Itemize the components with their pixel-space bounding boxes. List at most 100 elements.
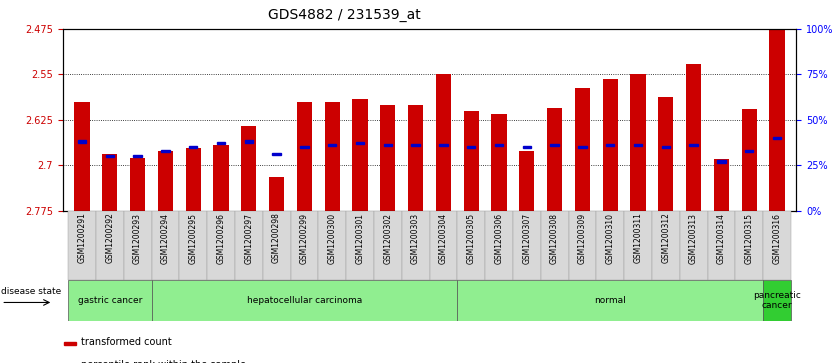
Bar: [356, 142, 364, 144]
Bar: [328, 144, 336, 146]
Text: GSM1200299: GSM1200299: [300, 213, 309, 264]
Bar: [64, 342, 76, 345]
Bar: [714, 159, 729, 211]
Bar: [686, 64, 701, 211]
Bar: [290, 211, 319, 280]
Text: GSM1200292: GSM1200292: [105, 213, 114, 264]
Bar: [491, 114, 507, 211]
Bar: [297, 102, 312, 211]
Bar: [346, 211, 374, 280]
Bar: [319, 211, 346, 280]
Text: pancreatic
cancer: pancreatic cancer: [753, 291, 801, 310]
Bar: [624, 211, 652, 280]
Bar: [235, 211, 263, 280]
Bar: [207, 211, 235, 280]
Bar: [158, 151, 173, 211]
Text: GSM1200308: GSM1200308: [550, 213, 559, 264]
Bar: [384, 144, 392, 146]
Bar: [430, 211, 457, 280]
Bar: [411, 144, 420, 146]
Text: GSM1200298: GSM1200298: [272, 213, 281, 264]
Bar: [495, 144, 503, 146]
Text: GSM1200294: GSM1200294: [161, 213, 170, 264]
Text: GSM1200314: GSM1200314: [717, 213, 726, 264]
Bar: [263, 211, 290, 280]
Bar: [300, 146, 309, 148]
Text: GSM1200316: GSM1200316: [772, 213, 781, 264]
Text: GSM1200315: GSM1200315: [745, 213, 754, 264]
Bar: [550, 144, 559, 146]
Bar: [189, 146, 198, 148]
Bar: [763, 211, 791, 280]
Bar: [106, 155, 114, 157]
Bar: [185, 148, 201, 211]
Bar: [402, 211, 430, 280]
Text: GSM1200297: GSM1200297: [244, 213, 254, 264]
Text: GSM1200310: GSM1200310: [605, 213, 615, 264]
Bar: [652, 211, 680, 280]
Bar: [661, 146, 670, 148]
Bar: [273, 153, 281, 155]
Bar: [374, 211, 402, 280]
Text: gastric cancer: gastric cancer: [78, 296, 142, 305]
Bar: [745, 150, 753, 152]
Text: disease state: disease state: [1, 287, 62, 296]
Bar: [763, 280, 791, 321]
Bar: [634, 144, 642, 146]
Bar: [578, 146, 586, 148]
Text: GSM1200307: GSM1200307: [522, 213, 531, 264]
Bar: [540, 211, 569, 280]
Bar: [244, 140, 253, 143]
Bar: [680, 211, 707, 280]
Bar: [457, 280, 763, 321]
Bar: [217, 142, 225, 144]
Bar: [596, 211, 624, 280]
Bar: [123, 211, 152, 280]
Bar: [133, 155, 142, 157]
Text: GSM1200305: GSM1200305: [467, 213, 475, 264]
Bar: [736, 211, 763, 280]
Text: percentile rank within the sample: percentile rank within the sample: [81, 359, 246, 363]
Text: GSM1200311: GSM1200311: [634, 213, 642, 264]
Bar: [741, 109, 757, 211]
Bar: [324, 102, 340, 211]
Bar: [179, 211, 207, 280]
Bar: [707, 211, 736, 280]
Bar: [467, 146, 475, 148]
Bar: [96, 211, 123, 280]
Text: GSM1200303: GSM1200303: [411, 213, 420, 264]
Bar: [152, 211, 179, 280]
Bar: [68, 211, 96, 280]
Bar: [485, 211, 513, 280]
Bar: [440, 144, 448, 146]
Text: GSM1200296: GSM1200296: [217, 213, 225, 264]
Text: GSM1200300: GSM1200300: [328, 213, 337, 264]
Text: GSM1200302: GSM1200302: [384, 213, 392, 264]
Bar: [631, 74, 646, 211]
Bar: [519, 151, 535, 211]
Text: GDS4882 / 231539_at: GDS4882 / 231539_at: [268, 8, 421, 22]
Text: GSM1200313: GSM1200313: [689, 213, 698, 264]
Bar: [464, 111, 479, 211]
Text: normal: normal: [595, 296, 626, 305]
Bar: [214, 145, 229, 211]
Text: GSM1200301: GSM1200301: [355, 213, 364, 264]
Bar: [606, 144, 615, 146]
Text: GSM1200306: GSM1200306: [495, 213, 504, 264]
Bar: [68, 280, 152, 321]
Bar: [690, 144, 698, 146]
Bar: [717, 160, 726, 163]
Bar: [575, 88, 590, 211]
Text: GSM1200312: GSM1200312: [661, 213, 671, 264]
Text: transformed count: transformed count: [81, 337, 172, 347]
Text: GSM1200295: GSM1200295: [188, 213, 198, 264]
Text: GSM1200293: GSM1200293: [133, 213, 142, 264]
Bar: [513, 211, 540, 280]
Bar: [269, 177, 284, 211]
Bar: [241, 126, 256, 211]
Bar: [130, 158, 145, 211]
Bar: [102, 154, 118, 211]
Text: GSM1200309: GSM1200309: [578, 213, 587, 264]
Bar: [435, 74, 451, 211]
Bar: [78, 140, 86, 143]
